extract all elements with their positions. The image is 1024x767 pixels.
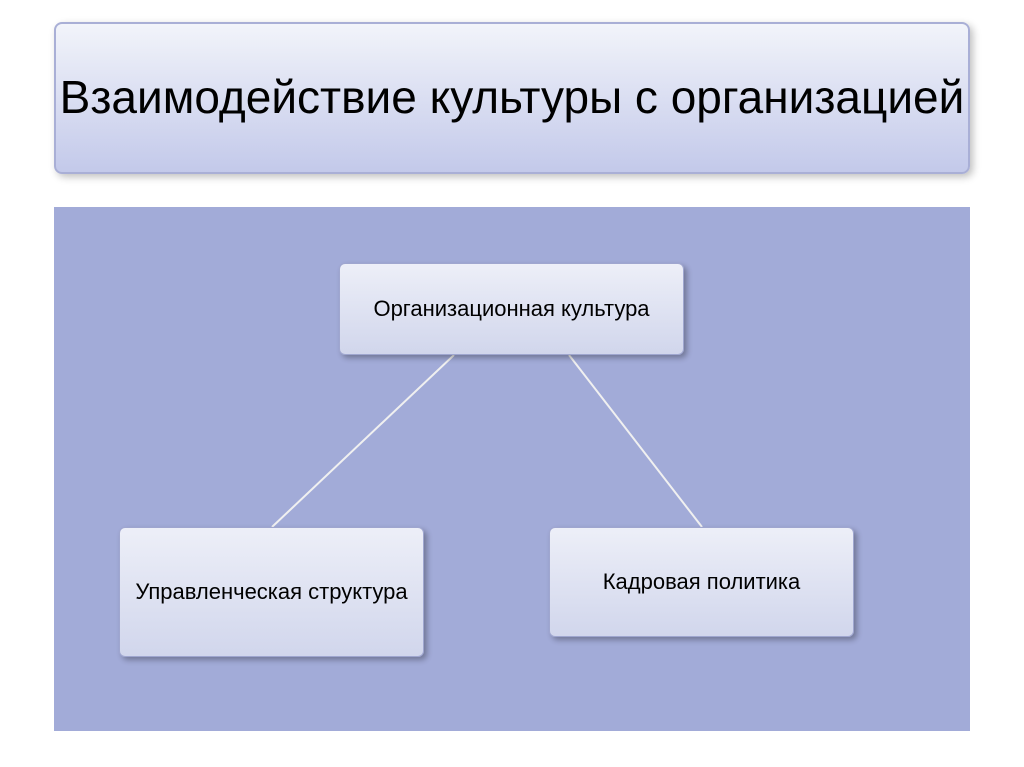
node-root: Организационная культура — [339, 263, 684, 355]
node-left: Управленческая структура — [119, 527, 424, 657]
node-left-label: Управленческая структура — [135, 578, 407, 607]
node-right-label: Кадровая политика — [603, 568, 801, 597]
edge-root-left — [272, 355, 454, 527]
node-root-label: Организационная культура — [373, 295, 649, 324]
diagram-panel: Организационная культура Управленческая … — [54, 207, 970, 731]
slide-title-box: Взаимодействие культуры с организацией — [54, 22, 970, 174]
slide-title: Взаимодействие культуры с организацией — [60, 69, 965, 127]
edge-root-right — [569, 355, 702, 527]
node-right: Кадровая политика — [549, 527, 854, 637]
